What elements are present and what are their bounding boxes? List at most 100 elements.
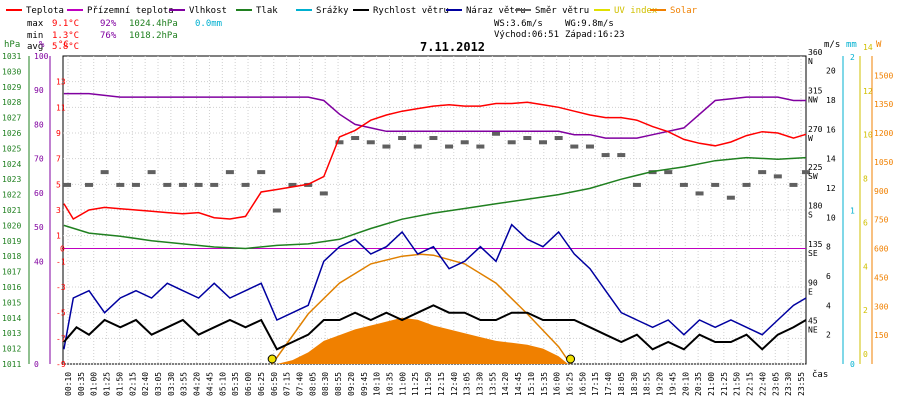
dir-tick-13: 315 — [808, 86, 823, 95]
solar-tick-9: 1500 — [874, 71, 893, 80]
temp-tick-7: 5 — [56, 180, 61, 189]
uv-tick-7: 14 — [863, 43, 873, 52]
solar-tick-1: 300 — [874, 302, 889, 311]
press-tick-19: 1030 — [2, 67, 21, 76]
dir-point-25 — [460, 140, 469, 145]
press-tick-13: 1024 — [2, 160, 21, 169]
temp-tick-11: 13 — [56, 78, 66, 87]
stats-precip: 0.0mm — [195, 19, 222, 29]
press-tick-20: 1031 — [2, 52, 21, 61]
unit-mm: mm — [846, 40, 857, 50]
wind-tick-7: 16 — [826, 125, 836, 134]
solar-tick-4: 750 — [874, 216, 889, 225]
x-tick-52: 21:50 — [733, 372, 742, 396]
dir-point-10 — [225, 170, 234, 175]
chart-title: 7.11.2012 — [420, 40, 485, 54]
x-tick-57: 23:55 — [797, 372, 806, 396]
dir-point-40 — [695, 191, 704, 196]
dir-point-21 — [398, 136, 407, 141]
stats-min-hum: 76% — [100, 31, 117, 41]
sunrise: Východ:06:51 — [494, 30, 559, 40]
dir-tick-11: 270 — [808, 125, 823, 134]
press-tick-9: 1020 — [2, 221, 21, 230]
dir-point-6 — [163, 182, 172, 187]
legend: Teplota Přízemní teplota Vlhkost Tlak Srážky… — [6, 6, 698, 16]
legend-label-0: Teplota — [26, 6, 64, 16]
dir-point-46 — [789, 182, 798, 187]
stats-min-label: min — [27, 31, 43, 41]
press-tick-15: 1026 — [2, 129, 21, 138]
wind-tick-4: 10 — [826, 213, 836, 222]
legend-label-5: Rychlost větru — [373, 6, 449, 16]
sun-marker-1 — [566, 354, 576, 364]
solar-tick-2: 450 — [874, 273, 889, 282]
dir-point-45 — [773, 174, 782, 179]
stats-max-temp: 9.1°C — [52, 19, 79, 29]
uv-tick-0: 0 — [863, 350, 868, 359]
hum-tick-3: 60 — [34, 189, 44, 198]
x-tick-29: 12:15 — [437, 372, 446, 396]
dir-point-11 — [241, 182, 250, 187]
x-tick-18: 07:40 — [295, 372, 304, 396]
series-solar-area — [276, 317, 568, 364]
x-tick-22: 09:20 — [347, 372, 356, 396]
hum-tick-0: 0 — [34, 360, 39, 369]
solar-tick-7: 1200 — [874, 129, 893, 138]
x-tick-33: 13:55 — [488, 372, 497, 396]
dir-point-33 — [585, 144, 594, 149]
x-tick-44: 18:30 — [630, 372, 639, 396]
dir-point-13 — [272, 208, 281, 213]
temp-tick-0: -9 — [56, 360, 66, 369]
x-tick-25: 10:35 — [385, 372, 394, 396]
x-tick-14: 06:00 — [244, 372, 253, 396]
series-temperature — [63, 101, 807, 221]
uv-tick-1: 2 — [863, 306, 868, 315]
x-tick-54: 22:40 — [758, 372, 767, 396]
dir-point-47 — [802, 170, 810, 175]
dir-point-5 — [147, 170, 156, 175]
solar-tick-0: 150 — [874, 331, 889, 340]
sunset: Západ:16:23 — [565, 30, 625, 40]
legend-label-8: UV index — [614, 6, 658, 16]
unit-ms: m/s — [824, 40, 840, 50]
series-wind-gust — [63, 223, 807, 350]
dir-tick-14: N — [808, 57, 813, 66]
series-solar-theoretical — [271, 253, 572, 365]
dir-tick-12: NW — [808, 95, 818, 104]
stats-max-label: max — [27, 19, 44, 29]
dir-point-8 — [194, 182, 203, 187]
stats-max-press: 1024.4hPa — [129, 19, 178, 29]
dir-point-36 — [632, 182, 641, 187]
dir-point-26 — [476, 144, 485, 149]
hum-tick-1: 40 — [34, 257, 44, 266]
dir-point-18 — [351, 136, 360, 141]
x-tick-15: 06:25 — [257, 372, 266, 396]
x-tick-43: 18:05 — [617, 372, 626, 396]
dir-point-14 — [288, 182, 297, 187]
x-tick-45: 18:55 — [643, 372, 652, 396]
temp-tick-9: 9 — [56, 129, 61, 138]
hum-tick-2: 50 — [34, 223, 44, 232]
press-tick-4: 1015 — [2, 298, 21, 307]
precip-tick-1: 1 — [850, 207, 855, 216]
temp-tick-8: 7 — [56, 155, 61, 164]
press-tick-11: 1022 — [2, 191, 21, 200]
legend-label-4: Srážky — [316, 6, 349, 16]
dir-tick-7: 180 — [808, 202, 823, 211]
temp-tick-1: -7 — [56, 334, 66, 343]
press-tick-16: 1027 — [2, 114, 21, 123]
x-tick-20: 08:30 — [321, 372, 330, 396]
wind-gust-max: WG:9.8m/s — [565, 19, 614, 29]
precip-tick-0: 0 — [850, 360, 855, 369]
x-tick-51: 21:25 — [720, 372, 729, 396]
dir-tick-5: 135 — [808, 240, 823, 249]
dir-point-41 — [711, 182, 720, 187]
temp-tick-zero: 0 — [60, 245, 65, 254]
dir-tick-1: 45 — [808, 317, 818, 326]
press-tick-3: 1014 — [2, 314, 21, 323]
solar-tick-6: 1050 — [874, 158, 893, 167]
dir-point-28 — [507, 140, 516, 145]
dir-point-1 — [84, 182, 93, 187]
wind-tick-6: 14 — [826, 155, 836, 164]
stats-avg-temp: 5.8°C — [52, 42, 79, 52]
